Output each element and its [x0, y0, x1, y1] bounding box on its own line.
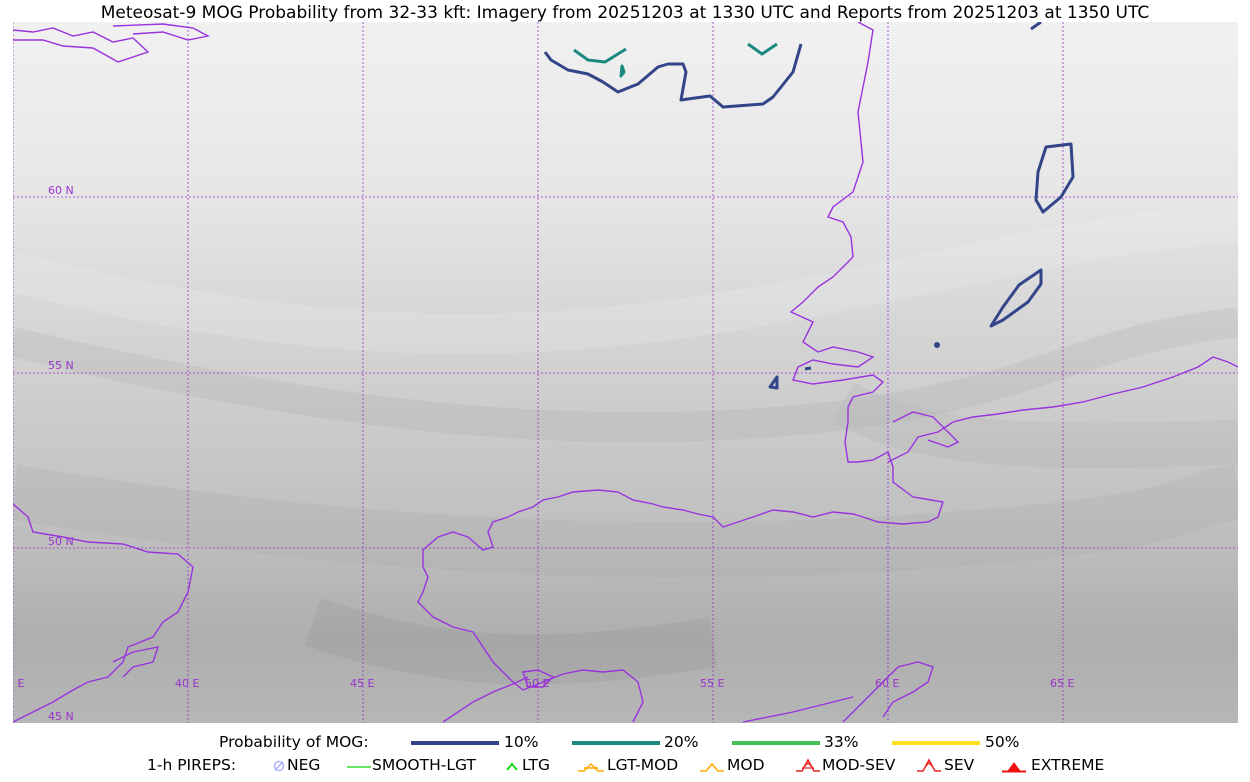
legend-item-label: LTG: [522, 756, 550, 774]
grid-labels: 60 N 55 N 50 N 45 N 35 E 40 E 45 E 50 E …: [13, 184, 1074, 723]
lat-label: 45 N: [48, 710, 74, 723]
pireps-legend: 1-h PIREPS: NEG SMOOTH-LGT LTG LGT-MOD M…: [0, 756, 1250, 778]
mod-icon: [700, 762, 724, 772]
probability-legend: Probability of MOG: 10% 20% 33% 50%: [0, 733, 1250, 755]
lon-label: 50 E: [525, 677, 549, 690]
lon-label: 40 E: [175, 677, 199, 690]
legend-item-label: 20%: [664, 733, 699, 751]
legend-item-label: SMOOTH-LGT: [372, 756, 476, 774]
lon-label: 35 E: [13, 677, 24, 690]
lon-label: 60 E: [875, 677, 899, 690]
legend-item-label: 33%: [824, 733, 859, 751]
coastlines: [13, 22, 1238, 723]
lat-label: 55 N: [48, 359, 74, 372]
swatch-20-percent: [572, 741, 660, 745]
lon-label: 45 E: [350, 677, 374, 690]
swatch-10-percent: [411, 741, 499, 745]
legend-item-label: MOD: [727, 756, 765, 774]
swatch-33-percent: [732, 741, 820, 745]
lgt-mod-icon: [578, 762, 604, 772]
cloud-texture: [13, 202, 1238, 685]
ltg-icon: [506, 762, 518, 771]
legend-item-label: EXTREME: [1031, 756, 1105, 774]
probability-legend-label: Probability of MOG:: [219, 733, 369, 751]
graticule: [13, 22, 1238, 723]
legend-item-label: 50%: [985, 733, 1020, 751]
lon-label: 55 E: [700, 677, 724, 690]
mod-sev-icon: [796, 758, 820, 772]
legend-item-label: NEG: [287, 756, 321, 774]
extreme-icon: [1002, 762, 1026, 773]
map-title: Meteosat-9 MOG Probability from 32-33 kf…: [100, 3, 1150, 23]
lat-label: 60 N: [48, 184, 74, 197]
map-overlay: 60 N 55 N 50 N 45 N 35 E 40 E 45 E 50 E …: [13, 22, 1238, 723]
sev-icon: [917, 758, 941, 772]
lon-label: 65 E: [1050, 677, 1074, 690]
contour-20-percent: [573, 42, 778, 78]
smooth-lgt-icon: [347, 766, 371, 768]
satellite-map[interactable]: 60 N 55 N 50 N 45 N 35 E 40 E 45 E 50 E …: [13, 22, 1238, 723]
legend-item-label: 10%: [504, 733, 539, 751]
legend-item-label: LGT-MOD: [607, 756, 679, 774]
contour-10-percent: [543, 22, 1075, 390]
legend-item-label: MOD-SEV: [822, 756, 896, 774]
neg-icon: [273, 760, 285, 772]
legend-item-label: SEV: [944, 756, 975, 774]
pireps-legend-label: 1-h PIREPS:: [147, 756, 237, 774]
lat-label: 50 N: [48, 535, 74, 548]
swatch-50-percent: [892, 741, 980, 745]
